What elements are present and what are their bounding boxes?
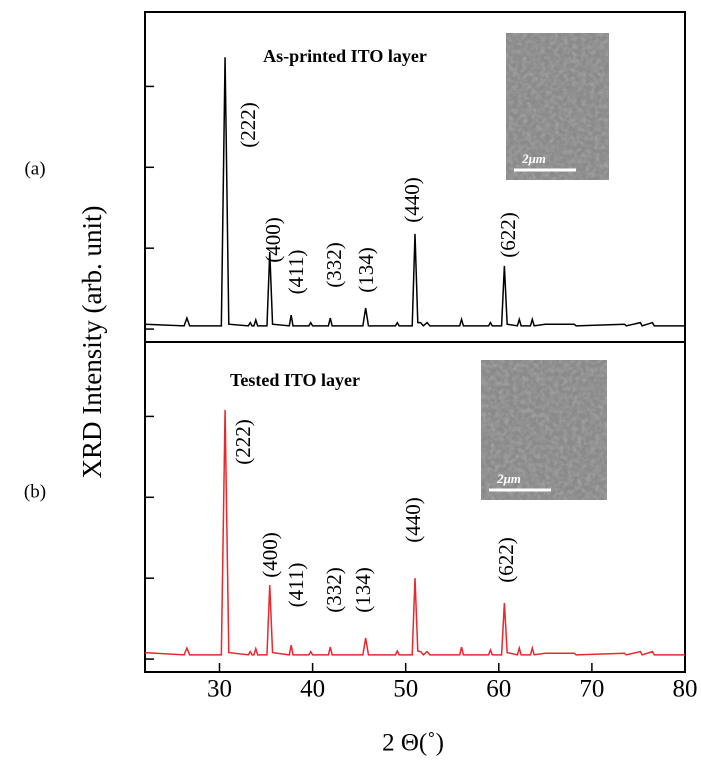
panel-label: (a) (24, 158, 45, 179)
peak-label: (332) (322, 567, 346, 613)
x-tick-label: 40 (300, 676, 325, 703)
scale-bar-label: 2μm (496, 471, 521, 486)
peak-label: (622) (496, 212, 520, 258)
x-tick-label: 30 (207, 676, 232, 703)
panel-label: (b) (24, 481, 46, 502)
peak-label: (134) (354, 247, 378, 293)
peak-label: (400) (261, 217, 285, 263)
peak-label: (222) (236, 102, 260, 148)
x-tick-label: 60 (486, 676, 511, 703)
peak-label: (222) (231, 419, 255, 465)
panel-title: As-printed ITO layer (263, 46, 427, 66)
chart: 2μm(222)(400)(411)(332)(134)(440)(622)As… (0, 0, 701, 765)
peak-label: (134) (351, 567, 375, 613)
peak-label: (400) (258, 532, 282, 578)
peak-label: (440) (400, 177, 424, 223)
peak-label: (411) (284, 563, 308, 608)
peak-label: (622) (494, 537, 518, 583)
x-tick-label: 50 (393, 676, 418, 703)
panel-title: Tested ITO layer (230, 370, 360, 390)
peak-label: (332) (322, 242, 346, 288)
x-axis-label: 2 Θ(˚) (382, 730, 444, 757)
x-tick-label: 80 (673, 676, 698, 703)
y-axis-label: XRD Intensity (arb. unit) (77, 206, 107, 479)
scale-bar-label: 2μm (521, 151, 546, 166)
peak-label: (440) (401, 497, 425, 543)
x-tick-label: 70 (579, 676, 604, 703)
peak-label: (411) (284, 250, 308, 295)
